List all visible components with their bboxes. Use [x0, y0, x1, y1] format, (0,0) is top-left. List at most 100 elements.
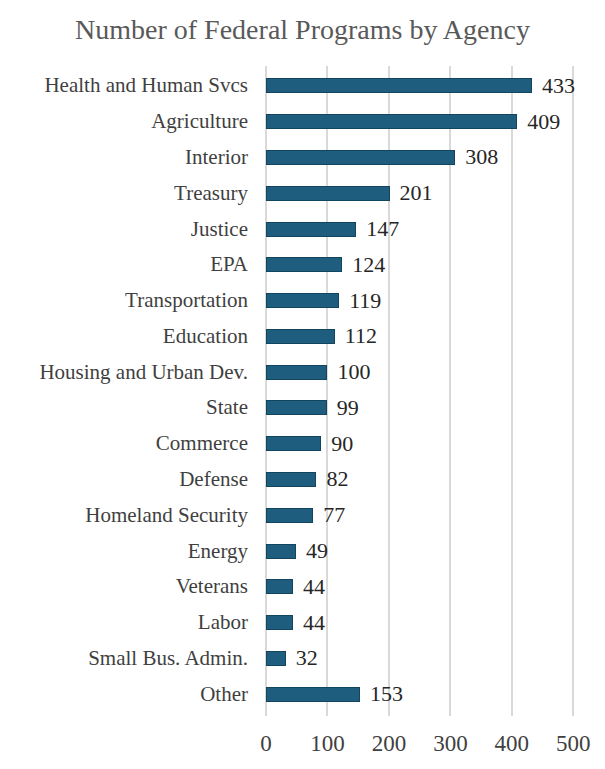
- bar: [266, 114, 517, 129]
- bar-row: Homeland Security 77: [0, 497, 605, 533]
- value-label: 119: [349, 290, 381, 312]
- x-axis: 0 100 200 300 400 500: [0, 726, 605, 762]
- bar-track: 409: [266, 104, 605, 140]
- value-label: 90: [331, 433, 353, 455]
- category-label: Energy: [0, 539, 266, 564]
- value-label: 77: [323, 504, 345, 526]
- value-label: 100: [337, 361, 370, 383]
- category-label: Justice: [0, 217, 266, 242]
- bar-row: Energy 49: [0, 533, 605, 569]
- bar-row: Commerce 90: [0, 426, 605, 462]
- category-label: Transportation: [0, 288, 266, 313]
- bar: [266, 400, 327, 415]
- x-tick-label: 0: [260, 726, 272, 762]
- bar-track: 147: [266, 211, 605, 247]
- bar-row: EPA 124: [0, 247, 605, 283]
- bar-row: Labor 44: [0, 605, 605, 641]
- bar: [266, 78, 532, 93]
- bar-row: Treasury 201: [0, 175, 605, 211]
- value-label: 112: [345, 325, 377, 347]
- bar: [266, 329, 335, 344]
- category-label: Housing and Urban Dev.: [0, 360, 266, 385]
- bar-row: Education 112: [0, 318, 605, 354]
- bar-track: 433: [266, 68, 605, 104]
- bar-track: 99: [266, 390, 605, 426]
- bar-track: 112: [266, 318, 605, 354]
- category-label: Commerce: [0, 431, 266, 456]
- category-label: Agriculture: [0, 109, 266, 134]
- bar: [266, 436, 321, 451]
- bar: [266, 186, 390, 201]
- bar: [266, 150, 455, 165]
- bar: [266, 544, 296, 559]
- x-tick-label: 400: [495, 726, 530, 762]
- bar-track: 308: [266, 140, 605, 176]
- value-label: 32: [296, 647, 318, 669]
- bar-row: Justice 147: [0, 211, 605, 247]
- category-label: Education: [0, 324, 266, 349]
- bar: [266, 472, 316, 487]
- bar-track: 49: [266, 533, 605, 569]
- bar-track: 82: [266, 462, 605, 498]
- bar: [266, 579, 293, 594]
- value-label: 99: [337, 397, 359, 419]
- value-label: 201: [400, 182, 433, 204]
- bar-row: Health and Human Svcs 433: [0, 68, 605, 104]
- bar: [266, 293, 339, 308]
- category-label: Treasury: [0, 181, 266, 206]
- value-label: 44: [303, 612, 325, 634]
- value-label: 433: [542, 75, 575, 97]
- bar-row: Other 153: [0, 676, 605, 712]
- value-label: 308: [465, 146, 498, 168]
- bar-row: Interior 308: [0, 140, 605, 176]
- bar: [266, 508, 313, 523]
- bar-track: 153: [266, 676, 605, 712]
- value-label: 147: [366, 218, 399, 240]
- bar-track: 90: [266, 426, 605, 462]
- bar: [266, 222, 356, 237]
- x-tick-label: 300: [433, 726, 468, 762]
- bar-track: 77: [266, 497, 605, 533]
- value-label: 153: [370, 683, 403, 705]
- bar: [266, 687, 360, 702]
- category-label: Health and Human Svcs: [0, 73, 266, 98]
- category-label: Small Bus. Admin.: [0, 646, 266, 671]
- category-label: Veterans: [0, 574, 266, 599]
- category-label: Interior: [0, 145, 266, 170]
- category-label: Homeland Security: [0, 503, 266, 528]
- x-tick-label: 200: [372, 726, 407, 762]
- value-label: 49: [306, 540, 328, 562]
- category-label: Labor: [0, 610, 266, 635]
- bar-row: Housing and Urban Dev. 100: [0, 354, 605, 390]
- bar-track: 119: [266, 283, 605, 319]
- bar-track: 201: [266, 175, 605, 211]
- bar-row: Veterans 44: [0, 569, 605, 605]
- bars-group: Health and Human Svcs 433 Agriculture 409 In…: [0, 68, 605, 712]
- x-tick-label: 500: [556, 726, 591, 762]
- bar: [266, 615, 293, 630]
- value-label: 124: [352, 254, 385, 276]
- category-label: EPA: [0, 252, 266, 277]
- category-label: Defense: [0, 467, 266, 492]
- bar: [266, 365, 327, 380]
- bar-track: 100: [266, 354, 605, 390]
- bar-track: 124: [266, 247, 605, 283]
- value-label: 44: [303, 576, 325, 598]
- category-label: State: [0, 395, 266, 420]
- bar-row: Transportation 119: [0, 283, 605, 319]
- bar-chart: Number of Federal Programs by Agency Hea…: [0, 0, 605, 769]
- bar-row: Agriculture 409: [0, 104, 605, 140]
- bar-track: 44: [266, 605, 605, 641]
- bar: [266, 257, 342, 272]
- bar-row: Defense 82: [0, 462, 605, 498]
- bar-row: State 99: [0, 390, 605, 426]
- bar: [266, 651, 286, 666]
- bar-track: 32: [266, 641, 605, 677]
- x-tick-label: 100: [310, 726, 345, 762]
- bar-track: 44: [266, 569, 605, 605]
- value-label: 409: [527, 111, 560, 133]
- bar-row: Small Bus. Admin. 32: [0, 641, 605, 677]
- value-label: 82: [326, 468, 348, 490]
- chart-title: Number of Federal Programs by Agency: [0, 12, 605, 48]
- category-label: Other: [0, 682, 266, 707]
